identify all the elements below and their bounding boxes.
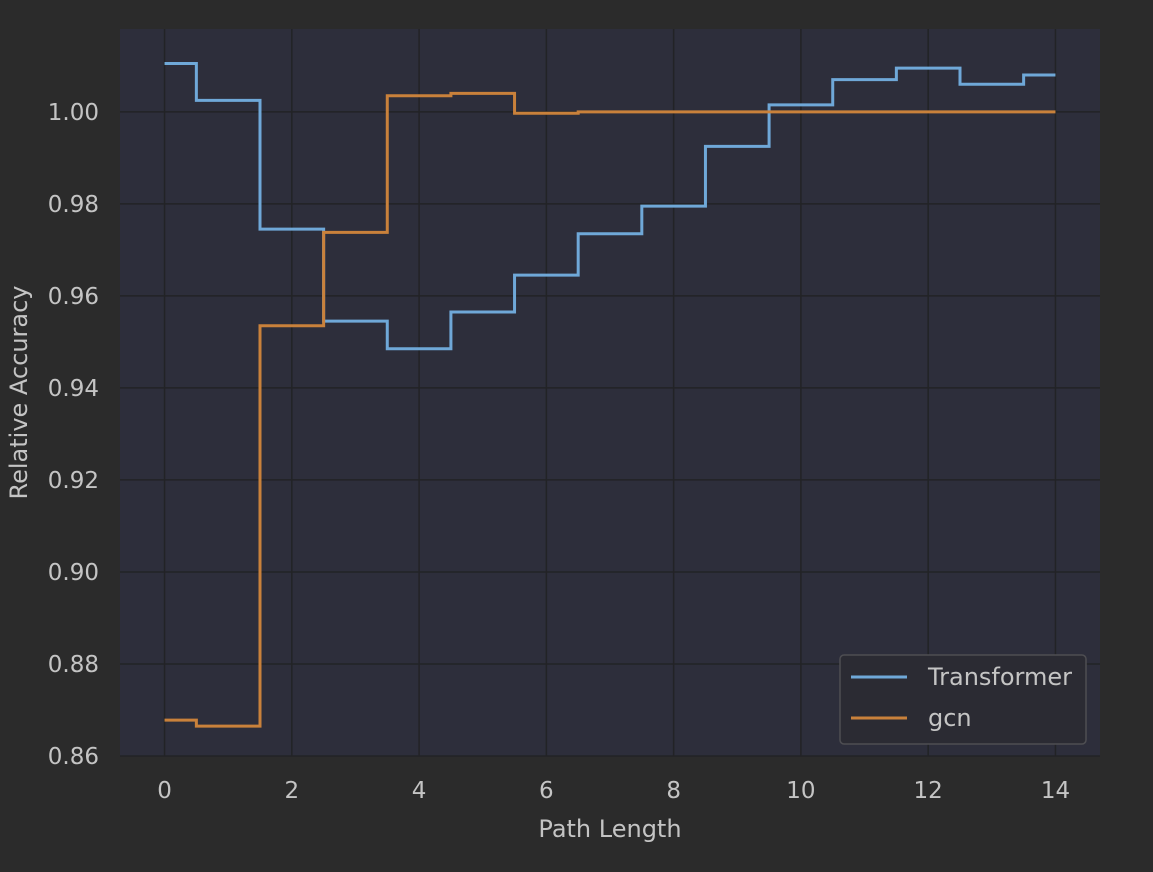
x-tick-label: 4 xyxy=(412,778,427,804)
grid xyxy=(120,29,1100,757)
x-axis-ticks: 0 2 4 6 8 10 12 14 xyxy=(157,778,1070,804)
x-tick-label: 10 xyxy=(786,778,815,804)
series-line-gcn xyxy=(164,91,1056,728)
y-tick-label: 0.96 xyxy=(48,284,99,310)
x-tick-label: 14 xyxy=(1041,778,1070,804)
x-tick-label: 0 xyxy=(157,778,172,804)
x-axis-label: Path Length xyxy=(538,815,681,843)
legend-entry-transformer: Transformer xyxy=(927,663,1072,691)
plot-area xyxy=(120,29,1100,756)
x-tick-label: 6 xyxy=(539,778,554,804)
y-tick-label: 0.86 xyxy=(48,744,99,770)
y-axis-label: Relative Accuracy xyxy=(5,286,33,500)
series-line-transformer xyxy=(164,62,1056,351)
legend: Transformer gcn xyxy=(839,654,1087,745)
x-tick-label: 12 xyxy=(914,778,943,804)
series-lines xyxy=(164,62,1056,728)
y-tick-label: 0.94 xyxy=(48,376,99,402)
y-tick-label: 1.00 xyxy=(48,100,99,126)
x-tick-label: 8 xyxy=(666,778,681,804)
y-axis-ticks: 0.86 0.88 0.90 0.92 0.94 0.96 0.98 1.00 xyxy=(48,100,99,770)
y-tick-label: 0.90 xyxy=(48,560,99,586)
y-tick-label: 0.98 xyxy=(48,192,99,218)
y-tick-label: 0.92 xyxy=(48,468,99,494)
x-tick-label: 2 xyxy=(284,778,299,804)
legend-entry-gcn: gcn xyxy=(928,704,972,732)
y-tick-label: 0.88 xyxy=(48,652,99,678)
